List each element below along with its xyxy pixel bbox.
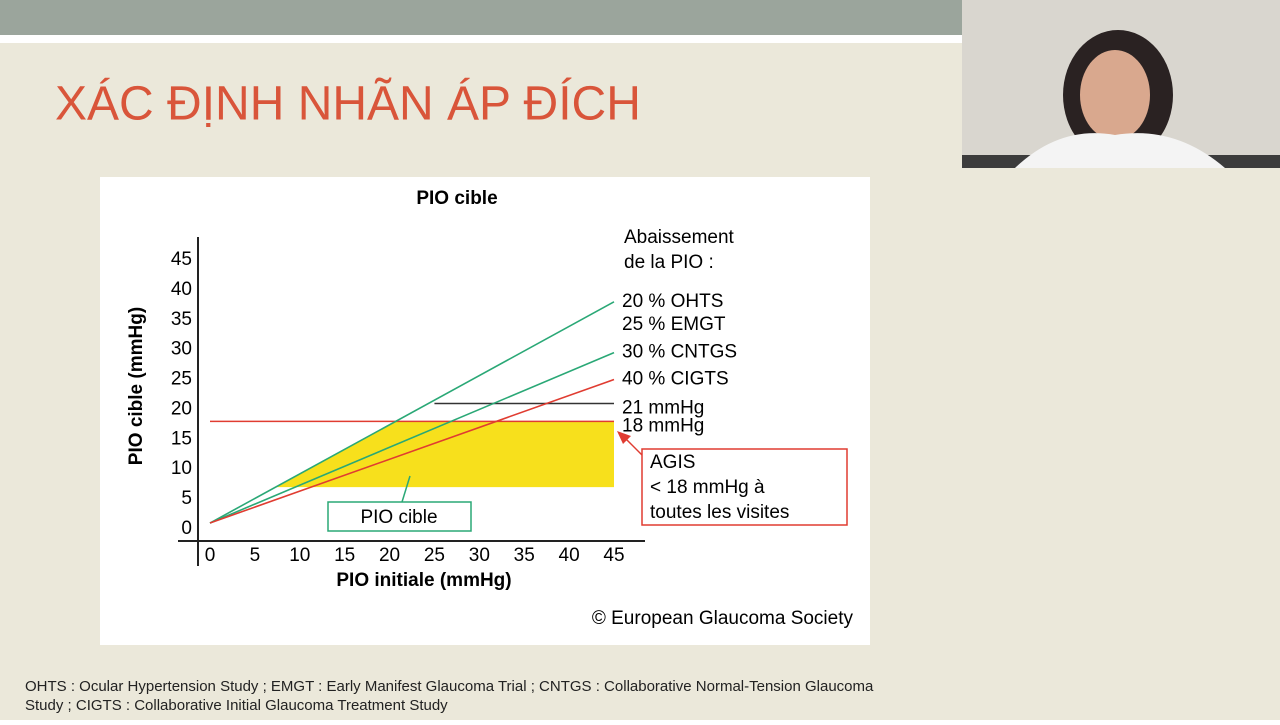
y-tick-label: 30 — [171, 339, 192, 360]
x-tick-label: 15 — [334, 545, 355, 566]
y-axis-label: PIO cible (mmHg) — [126, 307, 147, 465]
y-tick-label: 5 — [181, 488, 192, 509]
slide-title: XÁC ĐỊNH NHÃN ÁP ĐÍCH — [55, 77, 641, 131]
speaker-face — [1080, 50, 1150, 140]
y-tick-label: 20 — [171, 398, 192, 419]
callout-box — [641, 448, 848, 526]
callout-arrow — [625, 438, 643, 456]
legend-title: de la PIO : — [624, 252, 714, 273]
reference-label: 21 mmHg — [622, 397, 704, 418]
x-tick-label: 45 — [603, 545, 624, 566]
footnote: OHTS : Ocular Hypertension Study ; EMGT … — [25, 678, 874, 695]
credit: © European Glaucoma Society — [592, 608, 854, 629]
y-tick-label: 25 — [171, 369, 192, 390]
x-tick-label: 5 — [250, 545, 261, 566]
label-box — [327, 501, 472, 532]
top-stripe — [0, 35, 962, 43]
top-bar — [0, 0, 962, 35]
series-line — [209, 301, 615, 524]
callout-arrowhead — [617, 431, 631, 444]
chart-title: PIO cible — [416, 188, 497, 209]
legend-label: 30 % CNTGS — [622, 342, 737, 363]
legend-label: 40 % CIGTS — [622, 369, 729, 390]
footnote: Study ; CIGTS : Collaborative Initial Gl… — [25, 697, 448, 714]
series-line — [209, 378, 615, 524]
y-tick-label: 0 — [181, 518, 192, 539]
reference-label: 18 mmHg — [622, 415, 704, 436]
x-tick-label: 30 — [469, 545, 490, 566]
chart-panel — [100, 177, 870, 645]
x-tick-label: 40 — [559, 545, 580, 566]
x-tick-label: 25 — [424, 545, 445, 566]
pointer — [401, 475, 411, 503]
y-tick-label: 45 — [171, 249, 192, 270]
series-line — [209, 351, 615, 524]
y-tick-label: 35 — [171, 309, 192, 330]
x-axis-label: PIO initiale (mmHg) — [336, 570, 511, 591]
callout-text: < 18 mmHg à — [650, 477, 765, 498]
callout-text: AGIS — [650, 452, 695, 473]
y-tick-label: 10 — [171, 458, 192, 479]
x-tick-label: 0 — [205, 545, 216, 566]
y-tick-label: 40 — [171, 279, 192, 300]
x-tick-label: 35 — [514, 545, 535, 566]
y-tick-label: 15 — [171, 428, 192, 449]
target-band — [275, 421, 614, 488]
target-label: PIO cible — [360, 507, 437, 528]
callout-text: toutes les visites — [650, 502, 789, 523]
legend-label: 20 % OHTS — [622, 291, 723, 312]
x-tick-label: 10 — [289, 545, 310, 566]
legend-label: 25 % EMGT — [622, 314, 726, 335]
speaker-coat — [1015, 133, 1225, 168]
x-tick-label: 20 — [379, 545, 400, 566]
legend-title: Abaissement — [624, 227, 735, 248]
